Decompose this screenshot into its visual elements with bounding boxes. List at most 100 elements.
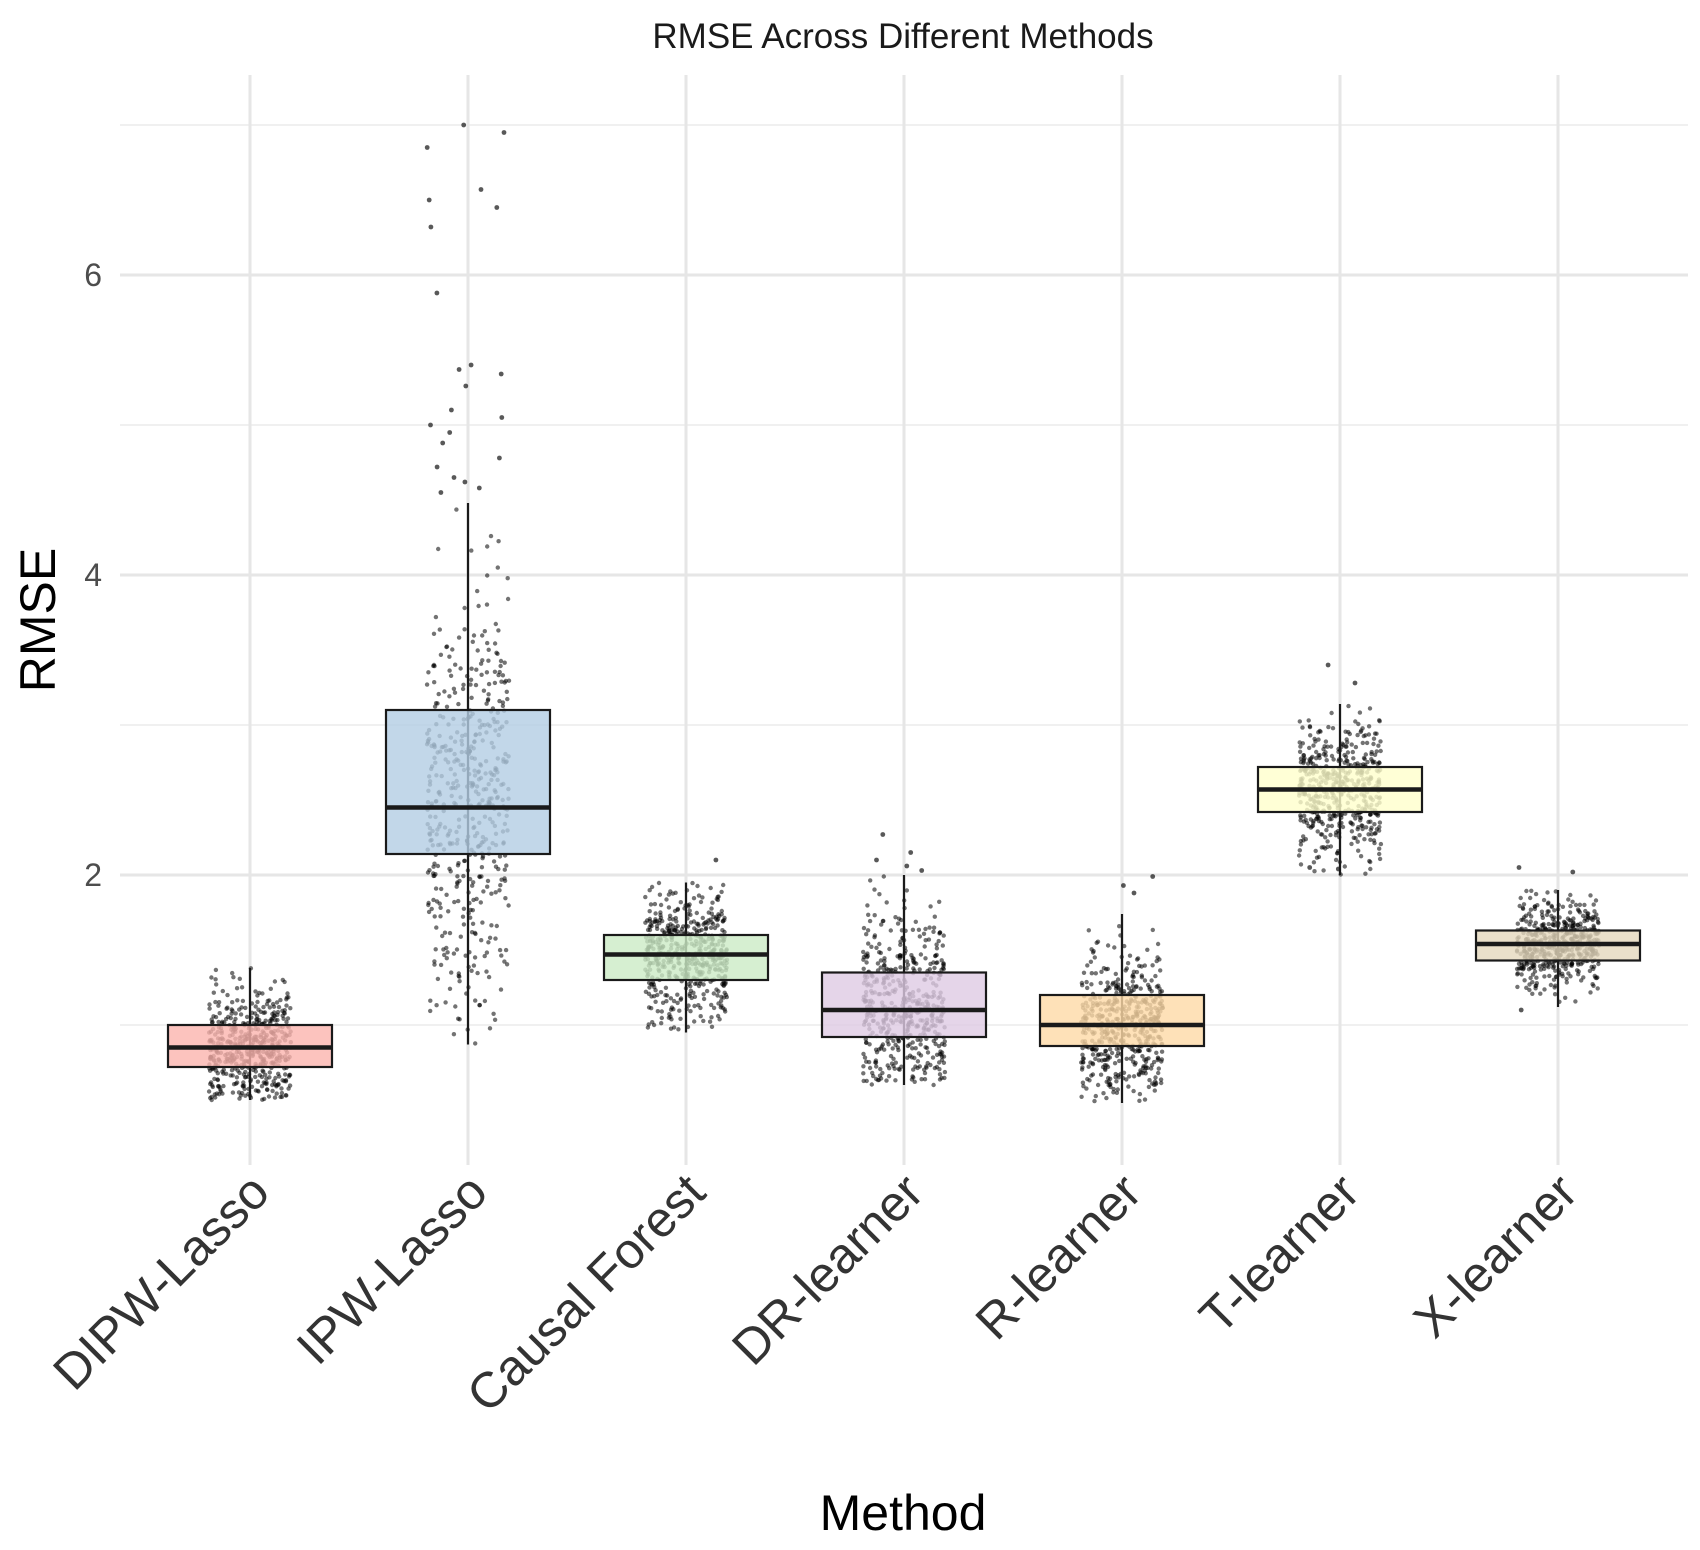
data-point (1084, 1086, 1089, 1091)
data-point (1325, 744, 1330, 749)
data-point (1372, 831, 1378, 836)
data-point (452, 690, 458, 695)
data-point (1325, 844, 1330, 849)
data-point (673, 915, 678, 921)
data-point (1094, 1046, 1099, 1052)
data-point (1549, 904, 1555, 910)
data-point (209, 1097, 214, 1103)
data-point (457, 979, 462, 984)
data-point (485, 573, 490, 578)
data-point (1300, 725, 1305, 730)
data-point (877, 950, 882, 955)
data-point (1317, 752, 1322, 758)
data-point (1372, 731, 1378, 736)
data-point (1561, 919, 1567, 924)
data-point (675, 923, 680, 929)
data-point (235, 1068, 240, 1073)
data-point (687, 908, 692, 913)
data-point (1327, 817, 1333, 822)
data-point (1530, 972, 1536, 977)
data-point (451, 1032, 457, 1037)
data-point (500, 673, 506, 678)
data-point (211, 990, 216, 995)
data-point (438, 905, 443, 910)
data-point (431, 871, 436, 876)
data-point (487, 935, 493, 940)
data-point (280, 1078, 285, 1083)
data-point (882, 1047, 887, 1052)
data-point (499, 953, 504, 958)
data-point (1550, 962, 1555, 967)
data-point (262, 1010, 268, 1015)
data-point (678, 900, 683, 905)
data-point (1573, 999, 1578, 1004)
data-point (1302, 813, 1307, 818)
data-point (453, 1004, 458, 1009)
data-point (937, 1072, 943, 1077)
data-point (272, 979, 278, 984)
data-point (485, 640, 490, 646)
data-point (1142, 1057, 1147, 1062)
data-point (470, 639, 475, 644)
data-point (898, 965, 903, 970)
data-point (1563, 966, 1568, 972)
outlier-point (1352, 680, 1358, 686)
data-point (1551, 977, 1557, 982)
data-point (1311, 743, 1316, 748)
data-point (209, 1094, 214, 1100)
data-point (1151, 1059, 1157, 1065)
data-point (432, 663, 437, 669)
data-point (1114, 1053, 1120, 1059)
data-point (479, 874, 484, 879)
data-point (1142, 978, 1148, 983)
data-point (234, 1075, 240, 1080)
data-point (1081, 1056, 1086, 1061)
data-point (674, 919, 679, 924)
data-point (1578, 961, 1584, 967)
data-point (1566, 971, 1571, 976)
data-point (218, 1087, 223, 1092)
data-point (1568, 892, 1573, 898)
data-point (279, 1086, 284, 1091)
data-point (209, 975, 214, 980)
data-point (1128, 1056, 1134, 1061)
data-point (1149, 978, 1154, 983)
data-point (1345, 750, 1351, 755)
data-point (484, 969, 489, 974)
data-point (709, 1024, 715, 1030)
data-point (425, 870, 431, 875)
data-point (1159, 1049, 1165, 1054)
data-point (931, 925, 937, 930)
data-point (1146, 1056, 1151, 1061)
data-point (715, 993, 720, 998)
data-point (502, 959, 507, 964)
data-point (647, 985, 652, 990)
data-point (1350, 749, 1356, 755)
data-point (484, 602, 490, 607)
data-point (1592, 973, 1598, 979)
data-point (896, 916, 902, 921)
data-point (502, 680, 507, 685)
data-point (257, 1017, 262, 1023)
data-point (469, 548, 474, 553)
data-point (220, 988, 225, 994)
data-point (444, 704, 450, 709)
data-point (1349, 829, 1355, 834)
data-point (493, 890, 498, 895)
data-point (1298, 818, 1303, 823)
data-point (457, 974, 462, 979)
data-point (1564, 980, 1570, 985)
data-point (1146, 1084, 1152, 1090)
data-point (1323, 835, 1328, 840)
data-point (907, 1042, 912, 1047)
x-tick-label: DIPW-Lasso (42, 1163, 279, 1400)
data-point (936, 938, 941, 944)
data-point (287, 1072, 293, 1078)
outlier-point (447, 430, 453, 435)
data-point (1156, 1066, 1162, 1071)
data-point (267, 1075, 272, 1080)
chart-title: RMSE Across Different Methods (652, 17, 1153, 56)
data-point (1088, 959, 1094, 964)
data-point (876, 1047, 882, 1052)
data-point (718, 1005, 723, 1010)
